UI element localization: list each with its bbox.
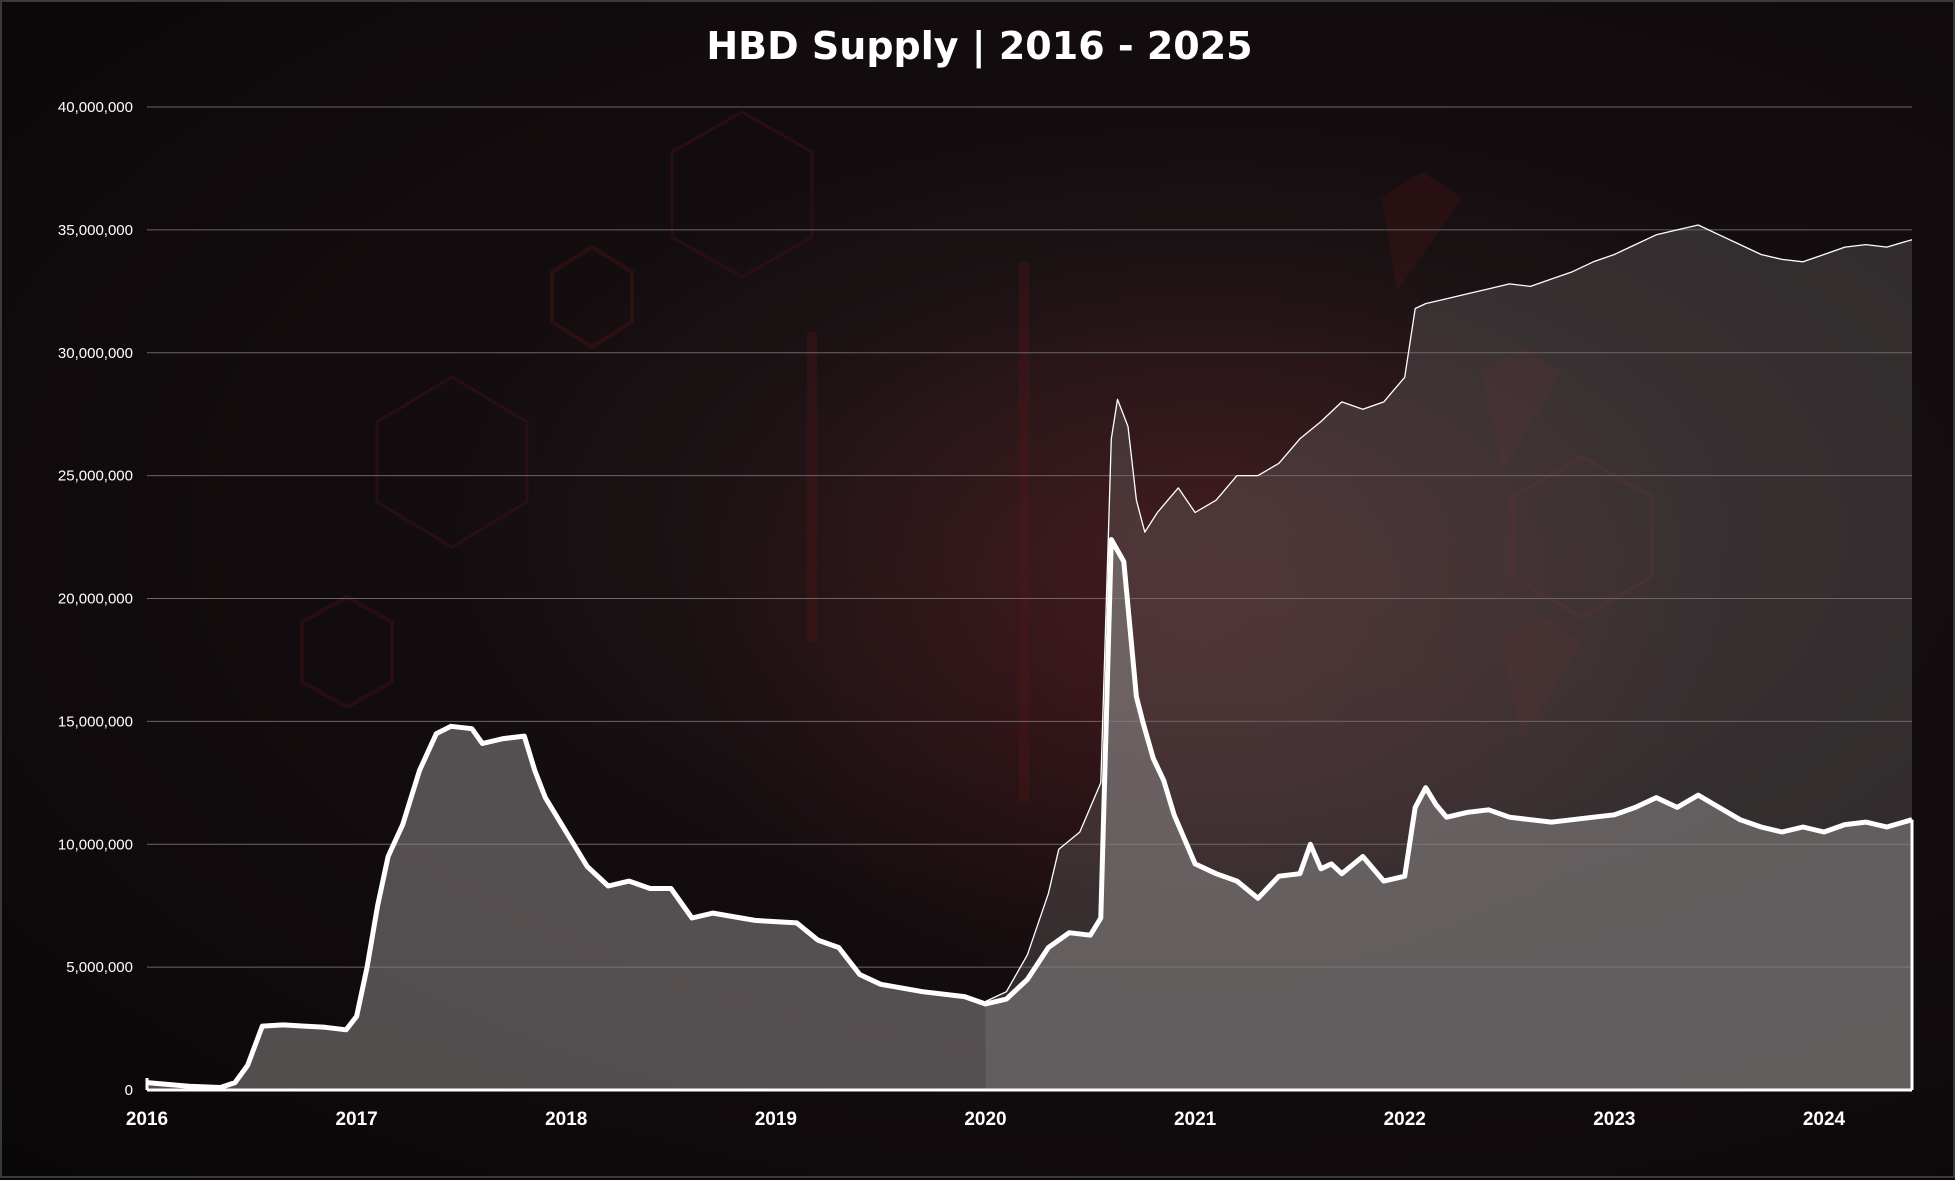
y-tick-label: 5,000,000 bbox=[66, 959, 133, 976]
network-hexagon-icon bbox=[670, 110, 814, 279]
y-tick-label: 20,000,000 bbox=[58, 591, 133, 608]
y-tick-label: 30,000,000 bbox=[58, 345, 133, 362]
x-tick-label: 2022 bbox=[1384, 1109, 1426, 1130]
axes bbox=[145, 819, 1914, 1092]
series-line-thin bbox=[985, 224, 1913, 1003]
arrow-icon bbox=[1382, 172, 1462, 292]
y-tick-label: 10,000,000 bbox=[58, 836, 133, 853]
dollar-hexagon-icon bbox=[1510, 454, 1654, 620]
y-tick-label: 15,000,000 bbox=[58, 713, 133, 730]
y-tick-label: 35,000,000 bbox=[58, 222, 133, 239]
y-tick-label: 25,000,000 bbox=[58, 468, 133, 485]
x-tick-label: 2017 bbox=[335, 1109, 377, 1130]
x-tick-label: 2024 bbox=[1803, 1109, 1846, 1130]
x-tick-label: 2016 bbox=[126, 1109, 168, 1130]
dollar-hexagon-icon bbox=[550, 244, 634, 350]
arrow-icon bbox=[1502, 617, 1582, 742]
x-tick-label: 2020 bbox=[964, 1109, 1006, 1130]
arrow-icon bbox=[1482, 347, 1562, 472]
network-hexagon-icon bbox=[375, 375, 529, 549]
series-line-thick bbox=[146, 537, 1913, 1090]
y-tick-label: 0 bbox=[125, 1082, 133, 1099]
x-tick-label: 2019 bbox=[755, 1109, 797, 1130]
dollar-hexagon-icon bbox=[300, 594, 394, 710]
series-area-thick bbox=[147, 539, 1912, 1090]
chart-title: HBD Supply | 2016 - 2025 bbox=[706, 24, 1253, 68]
y-tick-label: 40,000,000 bbox=[58, 99, 133, 116]
x-tick-label: 2018 bbox=[545, 1109, 587, 1130]
x-axis-ticks: 2016 2017 2018 2019 2020 2021 2022 2023 2024 bbox=[126, 1109, 1846, 1130]
x-tick-label: 2021 bbox=[1174, 1109, 1217, 1130]
y-axis-ticks: 0 5,000,000 10,000,000 15,000,000 20,000,000… bbox=[58, 99, 133, 1099]
series-lines bbox=[146, 224, 1913, 1090]
x-tick-label: 2023 bbox=[1593, 1109, 1635, 1130]
